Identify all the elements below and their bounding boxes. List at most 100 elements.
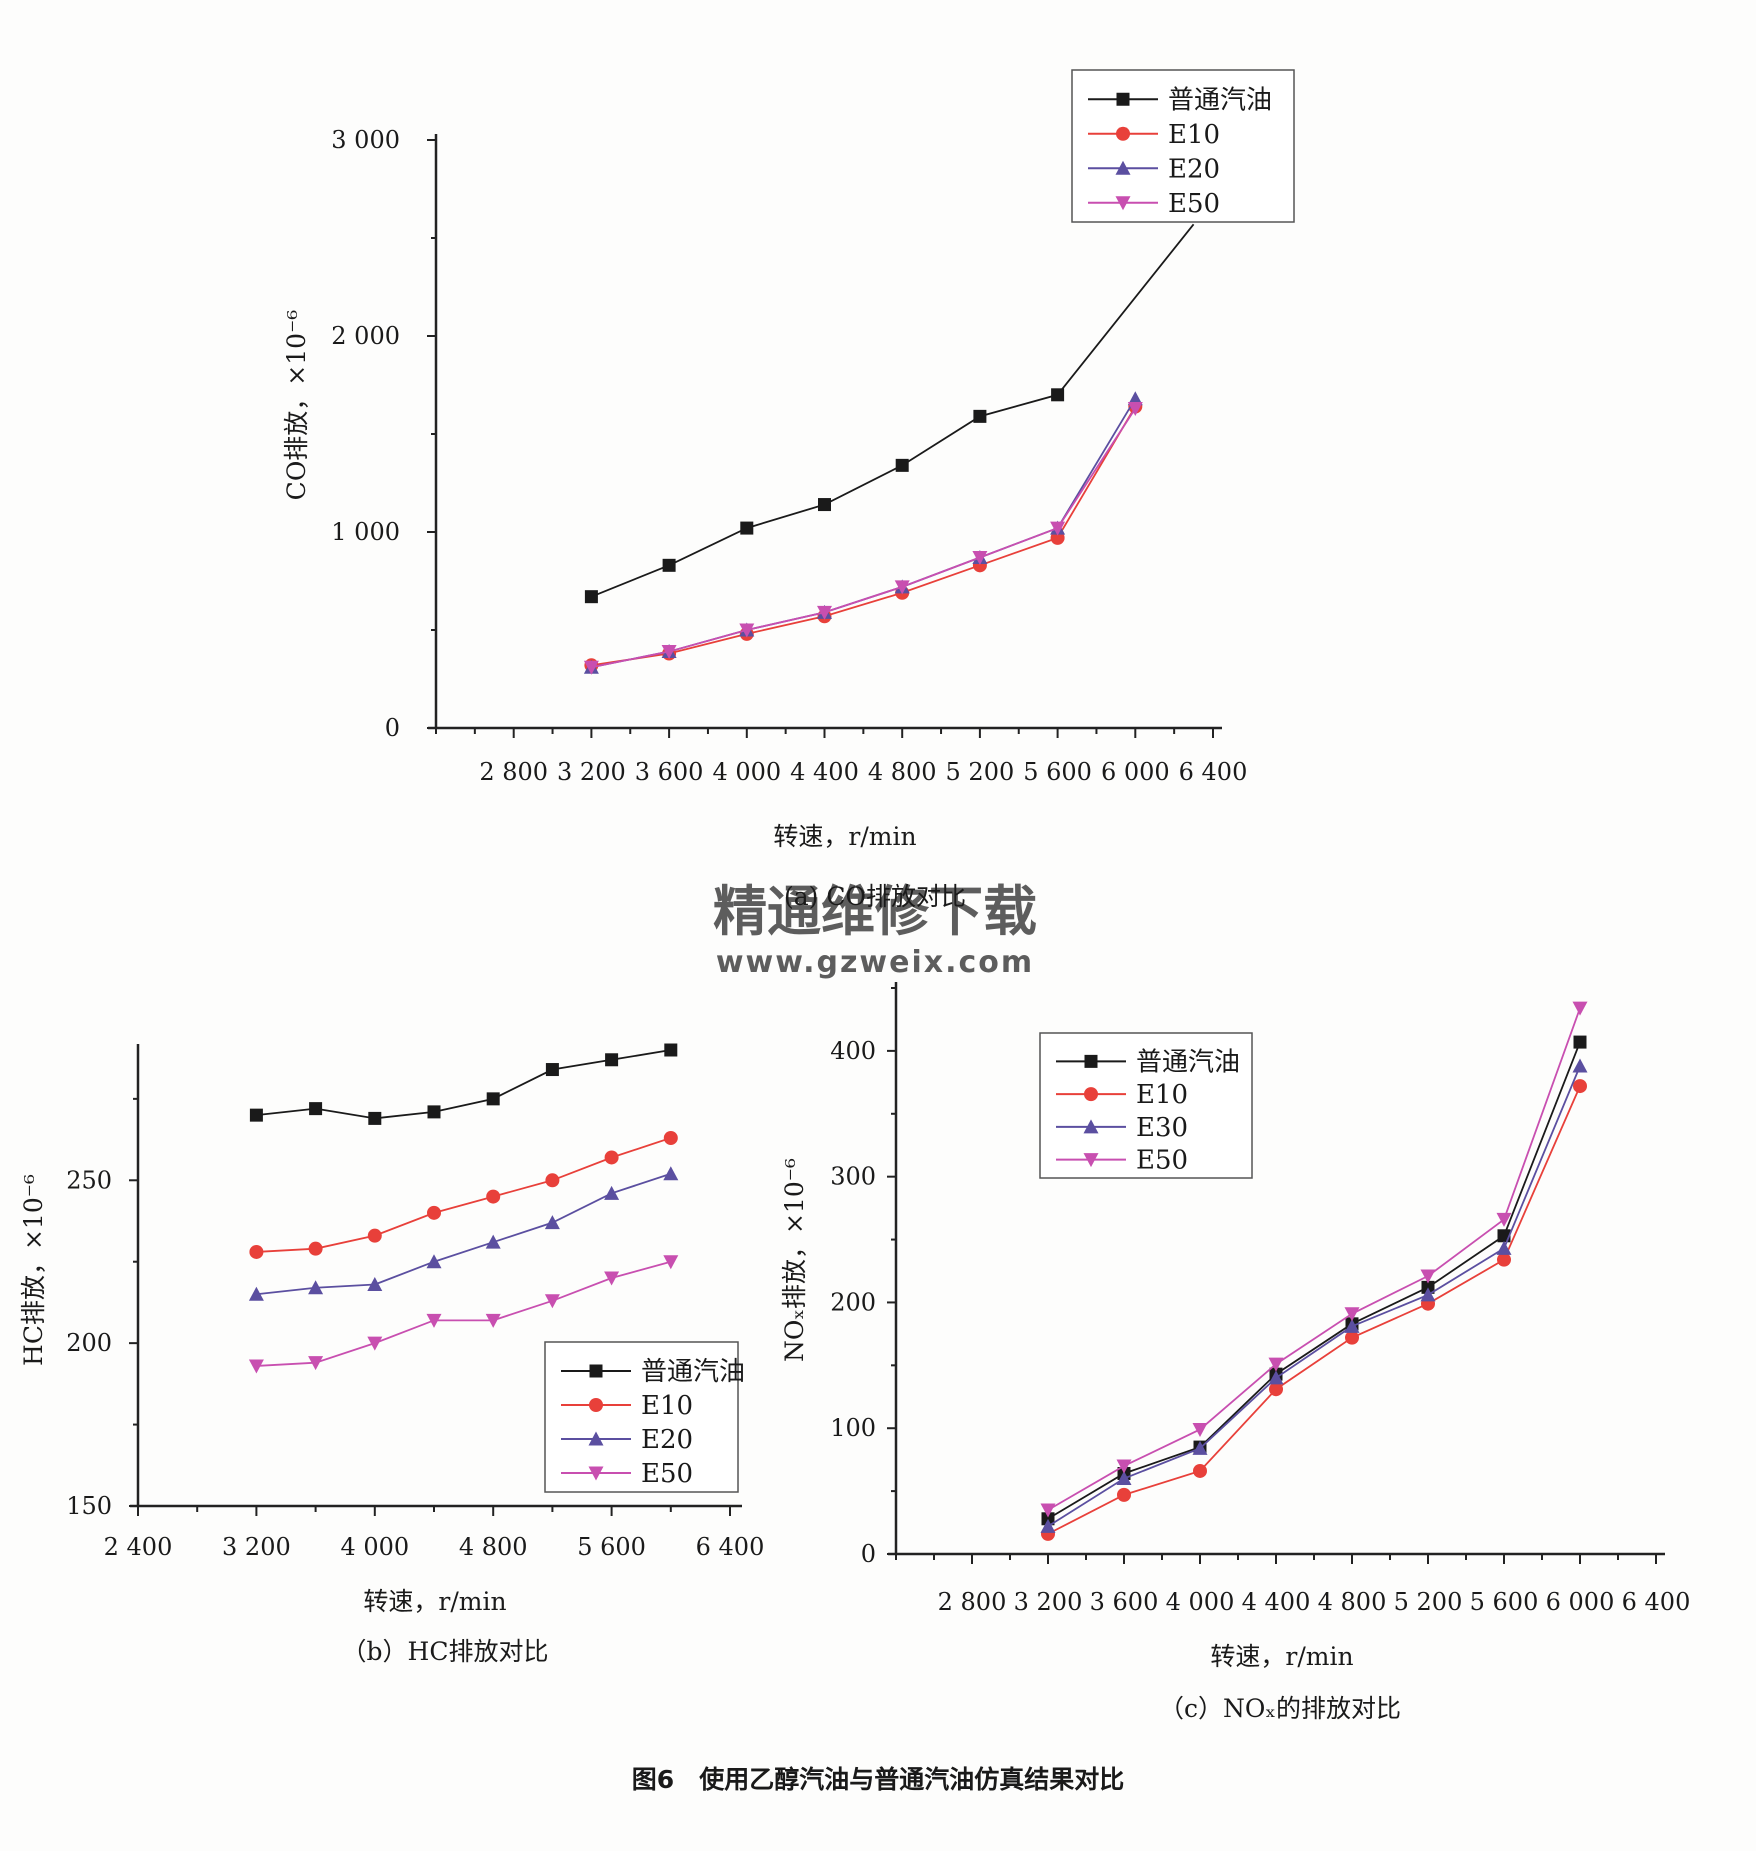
hc-data-point-e10 <box>604 1150 619 1165</box>
nox-data-point-e10 <box>1269 1382 1283 1397</box>
nox-data-point-e30 <box>1116 1471 1132 1486</box>
hc-data-point-e20 <box>663 1166 679 1181</box>
co-data-point-e50 <box>583 660 599 675</box>
hc-data-point-e20 <box>485 1234 501 1249</box>
nox-data-point-e50 <box>1572 1001 1588 1016</box>
co-data-point-regular-gasoline <box>818 498 831 512</box>
hc-data-point-e50 <box>663 1255 679 1270</box>
co-data-point-e50 <box>661 645 677 660</box>
hc-series-line-e10 <box>256 1137 672 1253</box>
co-x-tick-label: 4 000 <box>712 758 781 786</box>
co-data-point-regular-gasoline <box>584 590 598 604</box>
nox-legend-marker-regular-gasoline <box>1084 1054 1098 1068</box>
nox-series-line-regular-gasoline <box>1047 1041 1581 1520</box>
nox-x-axis-label: 转速，r/min <box>1210 1642 1353 1671</box>
nox-data-point-e10 <box>1193 1463 1207 1478</box>
nox-legend-label-e30: E30 <box>1136 1113 1188 1143</box>
hc-data-point-e50 <box>426 1313 442 1328</box>
hc-series-line-e50 <box>256 1260 672 1367</box>
co-x-tick-label: 3 200 <box>557 758 626 786</box>
co-y-tick-label: 2 000 <box>331 322 400 350</box>
co-data-point-e50 <box>739 623 755 638</box>
hc-y-axis-label: HC排放，×10⁻⁶ <box>19 1174 48 1366</box>
hc-legend-box <box>544 1341 739 1493</box>
hc-x-tick-label: 4 000 <box>340 1533 409 1561</box>
nox-x-tick-label: 4 800 <box>1318 1588 1387 1616</box>
co-legend-box <box>1071 69 1295 223</box>
hc-chart-caption: （b）HC排放对比 <box>342 1637 549 1666</box>
hc-data-point-e50 <box>604 1271 620 1286</box>
co-x-tick-label: 2 800 <box>479 758 548 786</box>
co-series-regular-gasoline <box>584 223 1195 604</box>
co-legend-marker-e50 <box>1115 196 1131 211</box>
hc-data-point-e10 <box>427 1205 441 1220</box>
nox-y-axis-label: NOₓ排放，×10⁻⁶ <box>780 1158 809 1362</box>
watermark-line1: 精通维修下载 <box>713 880 1037 943</box>
chart-nox-emission: 0 100 200 300 400 2 800 3 200 3 600 4 000 4 400 4 … <box>780 982 1690 1723</box>
co-legend-marker-e10 <box>1116 126 1130 141</box>
nox-data-point-e10 <box>1573 1079 1587 1094</box>
nox-x-tick-label: 3 600 <box>1090 1588 1159 1616</box>
co-x-tick-label: 6 000 <box>1101 758 1170 786</box>
co-data-point-regular-gasoline <box>973 409 987 423</box>
co-data-point-regular-gasoline <box>895 458 909 472</box>
nox-series-e30 <box>1040 1058 1588 1533</box>
chart-hc-emission: 150 200 250 2 400 3 200 4 000 4 800 5 600 6 400 转… <box>19 1043 765 1666</box>
nox-y-tick-label: 200 <box>830 1288 876 1316</box>
nox-x-tick-label: 3 200 <box>1014 1588 1083 1616</box>
hc-data-point-e50 <box>308 1356 324 1371</box>
hc-legend-label-regular-gasoline: 普通汽油 <box>641 1357 745 1387</box>
co-data-point-e50 <box>1050 521 1066 536</box>
hc-y-tick-label: 200 <box>66 1329 112 1357</box>
figure-caption: 图6 使用乙醇汽油与普通汽油仿真结果对比 <box>632 1765 1124 1794</box>
nox-x-tick-label: 5 600 <box>1470 1588 1539 1616</box>
nox-data-point-e30 <box>1572 1058 1588 1073</box>
co-data-point-regular-gasoline <box>740 521 754 535</box>
hc-legend-marker-regular-gasoline <box>589 1364 603 1378</box>
co-x-tick-label: 5 600 <box>1023 758 1092 786</box>
co-data-point-e20 <box>1127 391 1143 406</box>
co-series-line-e10 <box>591 406 1137 667</box>
nox-legend-marker-e30 <box>1083 1119 1099 1134</box>
co-y-axis-label: CO排放，×10⁻⁶ <box>282 310 311 501</box>
co-y-tick-label: 3 000 <box>331 126 400 154</box>
nox-data-point-e50 <box>1116 1459 1132 1474</box>
nox-data-point-e10 <box>1497 1252 1511 1267</box>
hc-series-line-regular-gasoline <box>256 1049 671 1120</box>
hc-series-line-e20 <box>256 1172 672 1296</box>
nox-y-tick-label: 100 <box>830 1414 876 1442</box>
co-series-line-e50 <box>591 408 1137 669</box>
nox-data-point-e50 <box>1192 1422 1208 1437</box>
hc-legend-marker-e10 <box>589 1398 603 1412</box>
co-chart-caption: (a) CO排放对比 <box>784 882 966 911</box>
nox-y-tick-label: 300 <box>830 1163 876 1191</box>
nox-series-line-e50 <box>1047 1007 1581 1511</box>
hc-legend-marker-e50 <box>588 1466 604 1481</box>
hc-x-tick-label: 6 400 <box>696 1533 765 1561</box>
co-x-tick-label: 4 800 <box>868 758 937 786</box>
hc-data-point-regular-gasoline <box>427 1105 441 1119</box>
co-legend-marker-regular-gasoline <box>1116 92 1130 106</box>
co-series-e50 <box>583 402 1143 675</box>
hc-y-tick-label: 250 <box>66 1166 112 1194</box>
co-legend-label-e20: E20 <box>1168 154 1220 184</box>
hc-series-e10 <box>249 1130 678 1259</box>
co-legend-label-regular-gasoline: 普通汽油 <box>1168 85 1272 115</box>
nox-data-point-e50 <box>1420 1269 1436 1284</box>
hc-data-point-e20 <box>544 1215 560 1230</box>
hc-legend-marker-e20 <box>588 1431 604 1446</box>
co-x-tick-label: 6 400 <box>1179 758 1248 786</box>
nox-data-point-e50 <box>1344 1307 1360 1322</box>
hc-x-tick-label: 3 200 <box>222 1533 291 1561</box>
hc-data-point-e50 <box>485 1313 501 1328</box>
nox-x-tick-label: 2 800 <box>938 1588 1007 1616</box>
nox-data-point-regular-gasoline <box>1573 1035 1587 1049</box>
hc-data-point-regular-gasoline <box>664 1043 678 1057</box>
hc-x-tick-label: 4 800 <box>459 1533 528 1561</box>
nox-x-tick-label: 5 200 <box>1394 1588 1463 1616</box>
nox-series-e50 <box>1040 1001 1588 1518</box>
hc-data-point-regular-gasoline <box>486 1092 500 1106</box>
